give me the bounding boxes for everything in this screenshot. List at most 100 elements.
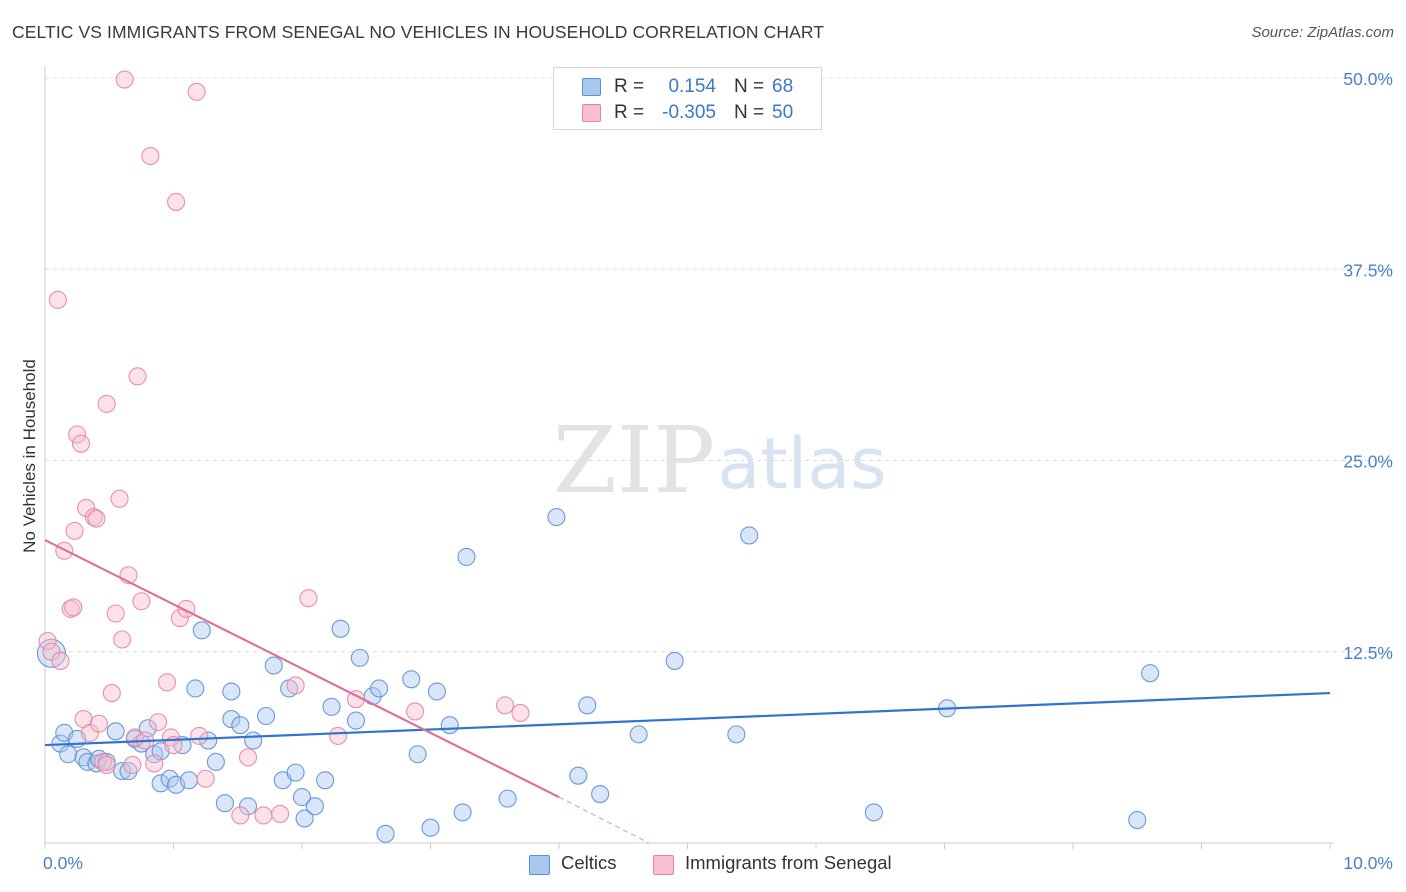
senegal-point [231, 806, 250, 825]
celtics-point [453, 803, 472, 822]
celtics-point [440, 716, 459, 735]
senegal-point [158, 673, 177, 692]
senegal-point [113, 630, 132, 649]
senegal-point [254, 806, 273, 825]
celtics-point [215, 794, 234, 813]
legend-n-label: N = [734, 102, 765, 123]
celtics-point [629, 725, 648, 744]
senegal-point [71, 434, 91, 453]
celtics-point [179, 771, 198, 790]
celtics-point [151, 774, 170, 793]
bottom-legend-label-celtics: Celtics [561, 852, 617, 873]
celtics-point [370, 679, 389, 698]
legend-swatch-senegal [582, 104, 601, 122]
senegal-point [406, 702, 425, 721]
senegal-point [196, 769, 215, 788]
correlation-legend: R = 0.154 N = 68 R = -0.305 N = 50 [553, 67, 822, 130]
senegal-point [299, 589, 318, 608]
senegal-point [238, 748, 258, 767]
celtics-point [244, 731, 263, 750]
celtics-point [578, 696, 597, 715]
celtics-point [113, 762, 132, 781]
senegal-point [170, 609, 189, 628]
senegal-trend-line [44, 539, 560, 799]
bottom-legend-label-senegal: Immigrants from Senegal [685, 852, 892, 873]
celtics-point [292, 788, 312, 807]
senegal-point [286, 676, 305, 695]
senegal-point [495, 696, 515, 715]
senegal-point [97, 394, 116, 413]
senegal-point [48, 290, 67, 309]
legend-r-value-celtics: 0.154 [668, 76, 716, 97]
legend-n-value-senegal: 50 [772, 102, 794, 123]
celtics-point [421, 818, 440, 837]
senegal-point [106, 604, 125, 623]
celtics-point [59, 745, 78, 764]
legend-swatch-celtics [582, 78, 601, 96]
legend-row-senegal: R = -0.305 N = 50 [554, 100, 821, 126]
senegal-point [271, 804, 290, 823]
legend-r-value-senegal: -0.305 [662, 102, 716, 123]
x-tick-label: 0.0% [43, 853, 83, 873]
senegal-point [123, 755, 142, 775]
celtics-point [457, 547, 476, 566]
watermark-zip: ZIP [553, 407, 715, 514]
legend-r-label: R = [614, 76, 645, 97]
celtics-point [238, 797, 258, 816]
celtics-point [727, 725, 746, 744]
senegal-point [149, 713, 168, 732]
celtics-point [286, 763, 305, 782]
celtics-point [78, 752, 97, 771]
senegal-point [115, 70, 134, 89]
celtics-point [1141, 664, 1160, 683]
y-axis-label: No Vehicles in Household [20, 359, 39, 553]
celtics-trend-line [44, 691, 1331, 747]
celtics-point [231, 716, 250, 735]
celtics-point [305, 797, 324, 816]
y-tick-label: 12.5% [1343, 643, 1393, 663]
senegal-point [141, 146, 160, 166]
senegal-point [97, 755, 116, 775]
celtics-point [864, 803, 883, 822]
senegal-point [68, 425, 87, 444]
senegal-point [190, 726, 209, 745]
y-tick-label: 50.0% [1343, 69, 1393, 89]
celtics-point [1128, 810, 1147, 830]
senegal-point [132, 592, 151, 611]
bottom-legend-swatch-celtics [529, 855, 550, 875]
axis-layer: 12.5% 25.0% 37.5% 50.0% 0.0% 10.0% [43, 66, 1393, 873]
senegal-point [145, 754, 164, 773]
bottom-legend-swatch-senegal [653, 855, 674, 875]
celtics-point [331, 619, 350, 638]
celtics-point [316, 771, 335, 790]
celtics-point [222, 710, 241, 729]
celtics-point [569, 766, 588, 785]
senegal-point [511, 703, 530, 723]
y-tick-label: 25.0% [1343, 452, 1393, 472]
celtics-point [199, 731, 218, 750]
senegal-point [128, 367, 147, 386]
chart-title: CELTIC VS IMMIGRANTS FROM SENEGAL NO VEH… [12, 22, 825, 42]
grid-layer [45, 77, 1392, 653]
legend-n-label: N = [734, 76, 765, 97]
legend-r-label: R = [614, 102, 645, 123]
celtics-point [591, 784, 610, 804]
celtics-point [322, 697, 341, 716]
watermark-atlas: atlas [717, 423, 886, 505]
celtics-point [740, 526, 759, 545]
senegal-point [87, 509, 106, 528]
celtics-point [256, 706, 276, 726]
celtics-point [547, 508, 566, 527]
celtics-point [402, 670, 421, 689]
senegal-point [64, 598, 83, 617]
legend-n-value-celtics: 68 [772, 76, 794, 97]
celtics-point [206, 752, 225, 771]
legend-row-celtics: R = 0.154 N = 68 [554, 74, 821, 100]
chart-source: Source: ZipAtlas.com [1251, 24, 1394, 41]
celtics-point [186, 679, 205, 698]
celtics-point [222, 682, 241, 701]
celtics-point [264, 656, 283, 675]
senegal-point [110, 489, 129, 508]
celtics-point [192, 621, 211, 640]
